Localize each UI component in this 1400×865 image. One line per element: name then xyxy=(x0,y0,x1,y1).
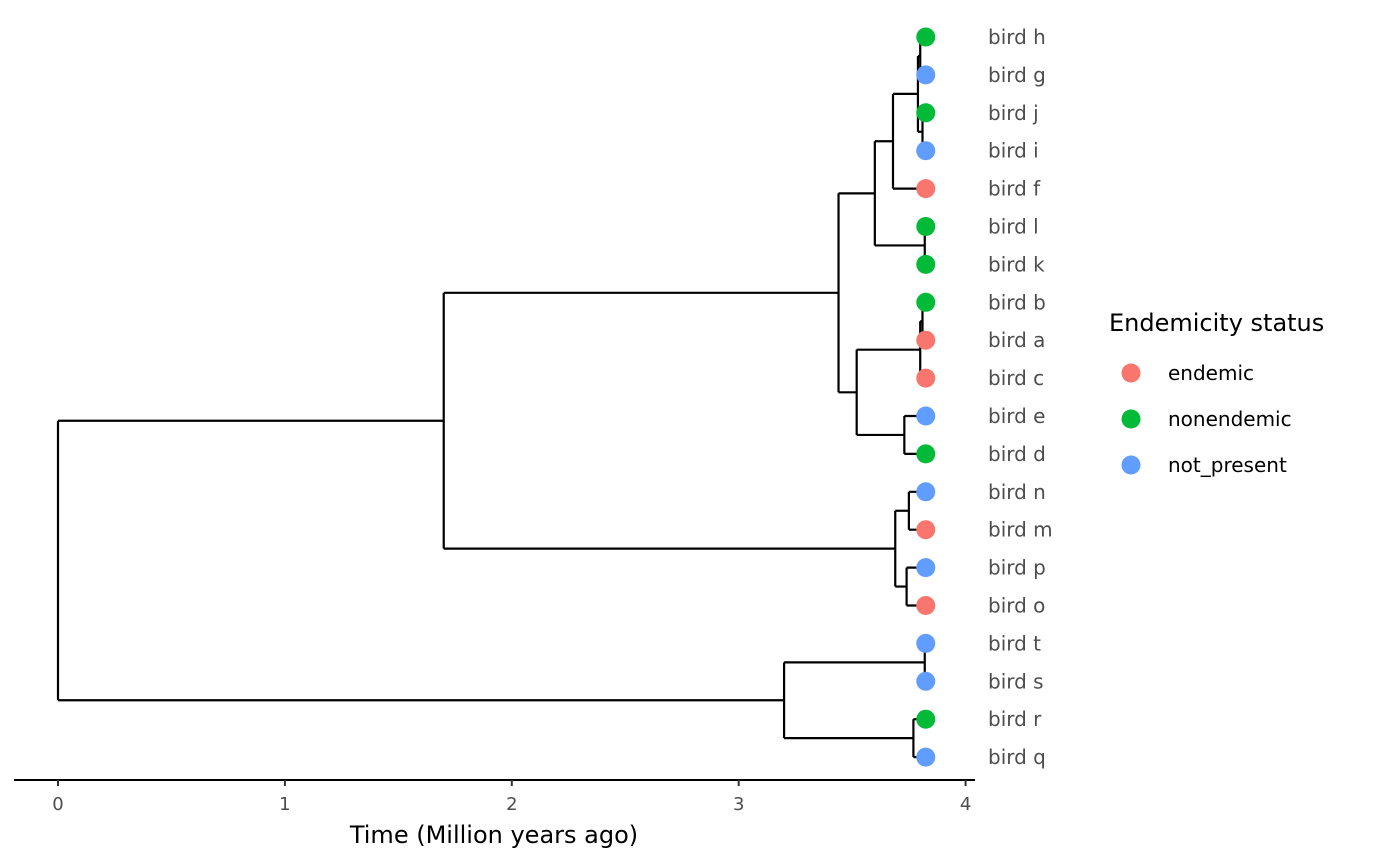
tip-label-bird-f: bird f xyxy=(988,177,1041,201)
tip-point-bird-o xyxy=(916,596,936,615)
tip-points xyxy=(916,27,936,767)
tip-label-bird-t: bird t xyxy=(988,631,1041,655)
legend-label-endemic: endemic xyxy=(1168,361,1254,385)
tip-point-bird-h xyxy=(916,27,936,47)
tip-point-bird-c xyxy=(916,368,936,388)
tip-point-bird-a xyxy=(916,330,936,350)
legend-key-nonendemic xyxy=(1121,409,1141,429)
tip-label-bird-c: bird c xyxy=(988,366,1044,390)
tip-label-bird-n: bird n xyxy=(988,480,1046,504)
legend-key-not-present xyxy=(1121,455,1141,475)
legend-key-endemic xyxy=(1121,363,1141,383)
x-axis: 0 1 2 3 4 Time (Million years ago) xyxy=(14,779,975,849)
tip-point-bird-p xyxy=(916,558,936,578)
x-axis-ticks: 0 1 2 3 4 xyxy=(52,780,971,815)
x-tick-label-2: 2 xyxy=(506,794,517,815)
tip-label-bird-h: bird h xyxy=(988,25,1046,49)
tip-label-bird-s: bird s xyxy=(988,669,1044,693)
tip-labels: bird h bird g bird j bird i bird f bird l bird… xyxy=(988,25,1053,769)
tip-point-bird-j xyxy=(916,103,936,123)
tip-label-bird-r: bird r xyxy=(988,707,1042,731)
x-tick-label-1: 1 xyxy=(279,794,290,815)
tip-label-bird-k: bird k xyxy=(988,252,1045,276)
tip-point-bird-k xyxy=(916,254,936,274)
legend-label-nonendemic: nonendemic xyxy=(1168,407,1292,431)
x-axis-title: Time (Million years ago) xyxy=(349,821,638,849)
tip-point-bird-n xyxy=(916,482,936,502)
tip-label-bird-m: bird m xyxy=(988,518,1053,542)
tip-label-bird-l: bird l xyxy=(988,215,1039,239)
tip-point-bird-g xyxy=(916,65,936,85)
tip-point-bird-s xyxy=(916,671,936,691)
tip-point-bird-t xyxy=(916,633,936,653)
tip-label-bird-q: bird q xyxy=(988,745,1046,769)
tip-point-bird-l xyxy=(916,217,936,236)
tip-label-bird-i: bird i xyxy=(988,139,1039,163)
tip-point-bird-b xyxy=(916,292,936,312)
tip-label-bird-p: bird p xyxy=(988,556,1046,580)
tip-point-bird-r xyxy=(916,709,936,729)
tip-label-bird-j: bird j xyxy=(988,101,1039,125)
tip-point-bird-q xyxy=(916,747,936,767)
tip-point-bird-m xyxy=(916,520,936,540)
tip-point-bird-f xyxy=(916,179,936,199)
x-tick-label-0: 0 xyxy=(52,794,63,815)
x-tick-label-3: 3 xyxy=(733,794,744,815)
tip-label-bird-b: bird b xyxy=(988,290,1046,314)
tip-label-bird-g: bird g xyxy=(988,63,1046,87)
legend: Endemicity status endemic nonendemic not_p… xyxy=(1109,309,1324,477)
tip-label-bird-e: bird e xyxy=(988,404,1045,428)
tree-branches xyxy=(56,35,926,759)
tip-point-bird-d xyxy=(916,444,936,464)
legend-label-not-present: not_present xyxy=(1168,453,1287,477)
tip-label-bird-o: bird o xyxy=(988,594,1045,618)
tip-point-bird-e xyxy=(916,406,936,426)
legend-items: endemic nonendemic not_present xyxy=(1121,361,1292,477)
x-tick-label-4: 4 xyxy=(960,794,971,815)
legend-title: Endemicity status xyxy=(1109,309,1324,337)
tip-point-bird-i xyxy=(916,141,936,161)
tip-label-bird-a: bird a xyxy=(988,328,1045,352)
tip-label-bird-d: bird d xyxy=(988,442,1046,466)
